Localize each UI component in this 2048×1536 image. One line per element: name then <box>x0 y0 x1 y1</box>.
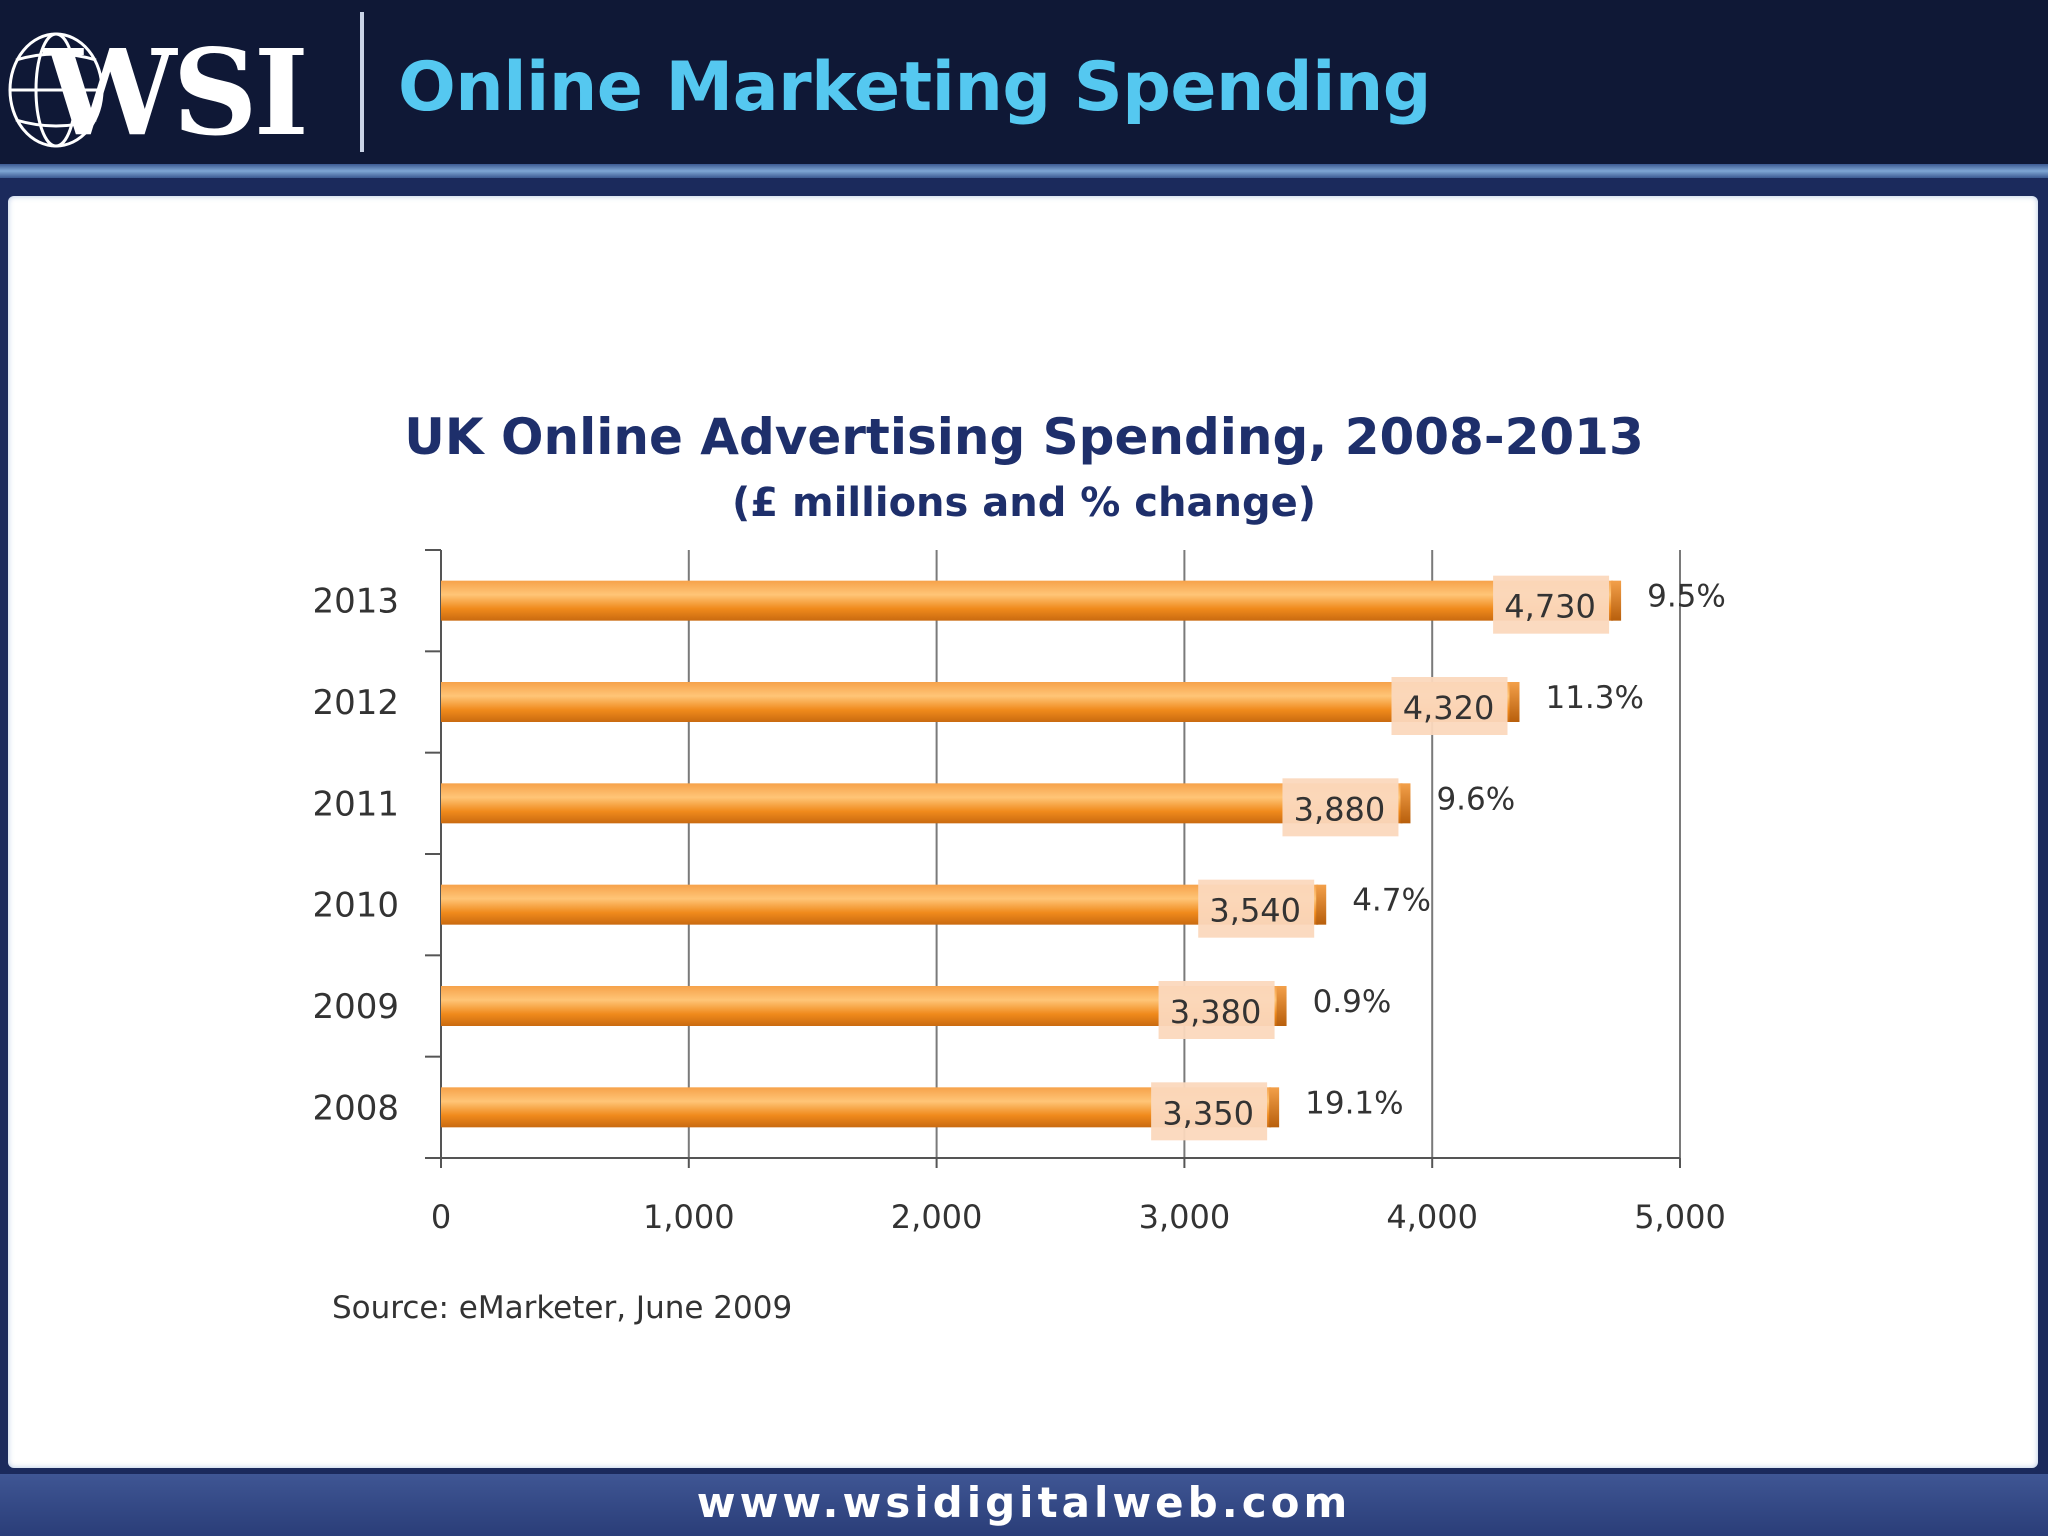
value-label-box <box>1391 677 1508 735</box>
bar <box>441 580 1614 621</box>
logo-divider <box>360 12 364 152</box>
logo-text: WSI <box>42 23 305 158</box>
content-panel <box>8 196 2038 1468</box>
value-label: 4,730 <box>1504 588 1596 626</box>
value-label-box <box>1282 778 1399 837</box>
bar-end-cap <box>1400 783 1411 824</box>
header-bar <box>0 0 2048 168</box>
page-title: Online Marketing Spending <box>398 48 1431 127</box>
bar-end-cap <box>1611 580 1622 621</box>
pct-change-label: 11.3% <box>1545 680 1643 716</box>
pct-change-label: 9.6% <box>1436 781 1515 817</box>
value-label: 3,350 <box>1162 1094 1254 1132</box>
category-label: 2009 <box>312 987 399 1027</box>
header-stripe <box>0 164 2048 178</box>
x-tick-label: 3,000 <box>1139 1198 1231 1236</box>
value-label: 3,380 <box>1170 993 1262 1031</box>
bar <box>441 783 1403 824</box>
value-label: 3,540 <box>1209 892 1301 930</box>
pct-change-label: 9.5% <box>1647 579 1726 615</box>
bar <box>441 986 1279 1026</box>
source-note: Source: eMarketer, June 2009 <box>332 1290 793 1326</box>
x-tick-label: 2,000 <box>891 1198 983 1236</box>
value-label-box <box>1198 879 1315 938</box>
wsi-logo: WSI <box>8 23 309 158</box>
x-tick-label: 0 <box>431 1198 451 1236</box>
chart-title: UK Online Advertising Spending, 2008-201… <box>404 408 1644 466</box>
category-label: 2008 <box>312 1088 399 1128</box>
pct-change-label: 19.1% <box>1305 1085 1403 1121</box>
x-tick-label: 5,000 <box>1634 1198 1726 1236</box>
footer-bar <box>0 1474 2048 1536</box>
value-label: 4,320 <box>1403 689 1495 727</box>
value-label-box <box>1158 981 1275 1039</box>
category-label: 2012 <box>312 683 399 723</box>
category-label: 2013 <box>312 582 399 622</box>
bar <box>441 682 1512 722</box>
value-label-box <box>1151 1082 1268 1141</box>
bar-end-cap <box>1316 884 1327 925</box>
value-label: 3,880 <box>1294 790 1386 828</box>
bar <box>441 884 1319 925</box>
chart-subtitle: (£ millions and % change) <box>732 480 1316 526</box>
bar <box>441 1087 1272 1128</box>
pct-change-label: 0.9% <box>1313 984 1392 1020</box>
value-label-box <box>1493 575 1610 634</box>
bar-end-cap <box>1269 1087 1280 1128</box>
footer-url: www.wsidigitalweb.com <box>696 1478 1352 1527</box>
category-label: 2010 <box>312 886 399 926</box>
x-tick-label: 1,000 <box>643 1198 735 1236</box>
category-label: 2011 <box>312 784 399 824</box>
pct-change-label: 4.7% <box>1352 883 1431 919</box>
bar-end-cap <box>1276 986 1287 1026</box>
globe-icon <box>8 32 104 148</box>
x-tick-label: 4,000 <box>1386 1198 1478 1236</box>
bar-end-cap <box>1509 682 1520 722</box>
